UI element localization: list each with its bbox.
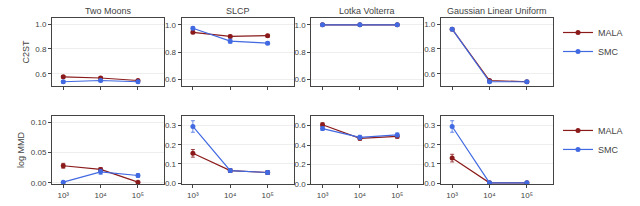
svg-text:MALA: MALA	[598, 126, 623, 136]
svg-text:10³: 10³	[57, 191, 69, 200]
svg-text:MALA: MALA	[598, 28, 623, 38]
svg-text:1.0: 1.0	[165, 21, 177, 30]
svg-text:SMC: SMC	[598, 145, 619, 155]
svg-text:10⁴: 10⁴	[354, 191, 367, 200]
svg-text:0.8: 0.8	[35, 45, 47, 54]
svg-text:0.10: 0.10	[31, 118, 47, 127]
svg-text:0.2: 0.2	[424, 141, 436, 150]
svg-text:0.6: 0.6	[165, 75, 177, 84]
svg-text:0.3: 0.3	[165, 121, 177, 130]
svg-text:0.2: 0.2	[295, 160, 307, 169]
svg-text:0.1: 0.1	[424, 160, 436, 169]
svg-text:SLCP: SLCP	[226, 6, 250, 16]
svg-text:0.8: 0.8	[165, 48, 177, 57]
svg-text:Gaussian Linear Uniform: Gaussian Linear Uniform	[447, 6, 547, 16]
svg-text:0.8: 0.8	[295, 48, 307, 57]
svg-text:10⁴: 10⁴	[483, 191, 496, 200]
svg-text:10⁵: 10⁵	[391, 191, 403, 200]
svg-text:0.05: 0.05	[31, 148, 47, 157]
svg-text:Two Moons: Two Moons	[85, 6, 132, 16]
svg-text:10⁵: 10⁵	[132, 191, 144, 200]
svg-text:10³: 10³	[317, 191, 329, 200]
svg-text:0.3: 0.3	[424, 121, 436, 130]
svg-text:0.1: 0.1	[165, 160, 177, 169]
svg-text:1.0: 1.0	[35, 20, 47, 29]
svg-text:C2ST: C2ST	[21, 40, 31, 64]
svg-text:1.0: 1.0	[424, 20, 436, 29]
svg-text:SMC: SMC	[598, 47, 619, 57]
svg-text:10³: 10³	[187, 191, 199, 200]
svg-text:0.0: 0.0	[165, 179, 177, 188]
svg-text:0.6: 0.6	[35, 69, 47, 78]
svg-text:0.6: 0.6	[295, 75, 307, 84]
svg-text:0.0: 0.0	[295, 180, 307, 189]
svg-text:10⁴: 10⁴	[94, 191, 107, 200]
svg-text:10⁵: 10⁵	[262, 191, 274, 200]
svg-text:0.8: 0.8	[424, 45, 436, 54]
svg-text:0.4: 0.4	[295, 141, 307, 150]
svg-text:10⁵: 10⁵	[521, 191, 533, 200]
svg-text:10⁴: 10⁴	[224, 191, 237, 200]
svg-text:0.2: 0.2	[165, 141, 177, 150]
svg-text:0.0: 0.0	[424, 179, 436, 188]
svg-text:10³: 10³	[446, 191, 458, 200]
svg-text:0.00: 0.00	[31, 179, 47, 188]
svg-text:0.6: 0.6	[295, 121, 307, 130]
svg-text:Lotka Volterra: Lotka Volterra	[339, 6, 395, 16]
svg-text:log MMD: log MMD	[16, 131, 26, 168]
svg-text:1.0: 1.0	[295, 21, 307, 30]
svg-text:0.6: 0.6	[424, 69, 436, 78]
